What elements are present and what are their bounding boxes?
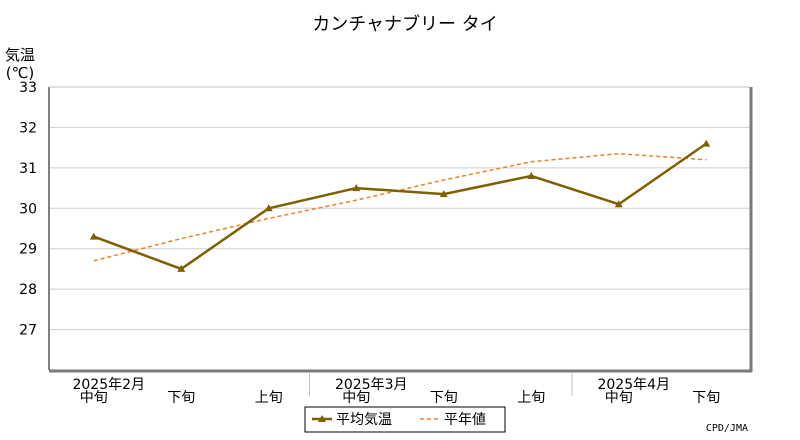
x-tick-label: 中旬 bbox=[342, 390, 370, 406]
x-tick-labels: 中旬 下旬 上旬 中旬 下旬 上旬 中旬 下旬 2025年2月 2025年3月 2025年4月 bbox=[72, 372, 720, 406]
y-tick-labels: 27 28 29 30 31 32 33 bbox=[19, 80, 37, 339]
legend-label-actual: 平均気温 bbox=[336, 412, 392, 428]
y-tick-label: 31 bbox=[19, 161, 37, 177]
x-month-label: 2025年3月 bbox=[335, 377, 408, 393]
x-tick-label: 上旬 bbox=[517, 390, 545, 406]
y-tick-label: 30 bbox=[19, 201, 37, 217]
x-tick-label: 上旬 bbox=[255, 390, 283, 406]
series-layer bbox=[89, 139, 711, 272]
data-point-actual bbox=[439, 190, 448, 198]
y-tick-label: 33 bbox=[19, 80, 37, 96]
x-month-label: 2025年2月 bbox=[72, 377, 145, 393]
x-tick-label: 下旬 bbox=[692, 390, 720, 406]
y-tick-label: 32 bbox=[19, 120, 37, 136]
y-axis-label: 気温 bbox=[5, 46, 35, 64]
data-point-actual bbox=[702, 139, 711, 147]
legend-swatch-actual-marker bbox=[318, 415, 326, 422]
data-point-actual bbox=[89, 232, 98, 240]
series-line-actual bbox=[93, 142, 707, 271]
legend-label-normal: 平年値 bbox=[444, 412, 486, 428]
data-point-actual bbox=[264, 204, 273, 212]
chart-title: カンチャナブリー タイ bbox=[312, 13, 498, 35]
plot-frame bbox=[48, 86, 753, 373]
data-point-actual bbox=[352, 184, 361, 192]
x-tick-label: 中旬 bbox=[80, 390, 108, 406]
plot-area bbox=[50, 87, 750, 370]
credit-label: CPD/JMA bbox=[706, 423, 748, 434]
y-tick-label: 27 bbox=[19, 323, 37, 339]
grid-lines bbox=[50, 126, 750, 331]
y-tick-label: 28 bbox=[19, 282, 37, 298]
legend-box bbox=[304, 406, 506, 433]
y-tick-label: 29 bbox=[19, 242, 37, 258]
x-month-label: 2025年4月 bbox=[597, 377, 670, 393]
y-axis-unit: (℃) bbox=[6, 64, 35, 82]
data-point-actual bbox=[527, 171, 536, 179]
x-tick-label: 下旬 bbox=[430, 390, 458, 406]
x-tick-label: 下旬 bbox=[167, 390, 195, 406]
series-line-normal bbox=[93, 152, 707, 262]
data-point-actual bbox=[614, 200, 623, 208]
legend: 平均気温 平年値 bbox=[304, 406, 506, 433]
x-tick-label: 中旬 bbox=[605, 390, 633, 406]
data-point-actual bbox=[177, 264, 186, 272]
